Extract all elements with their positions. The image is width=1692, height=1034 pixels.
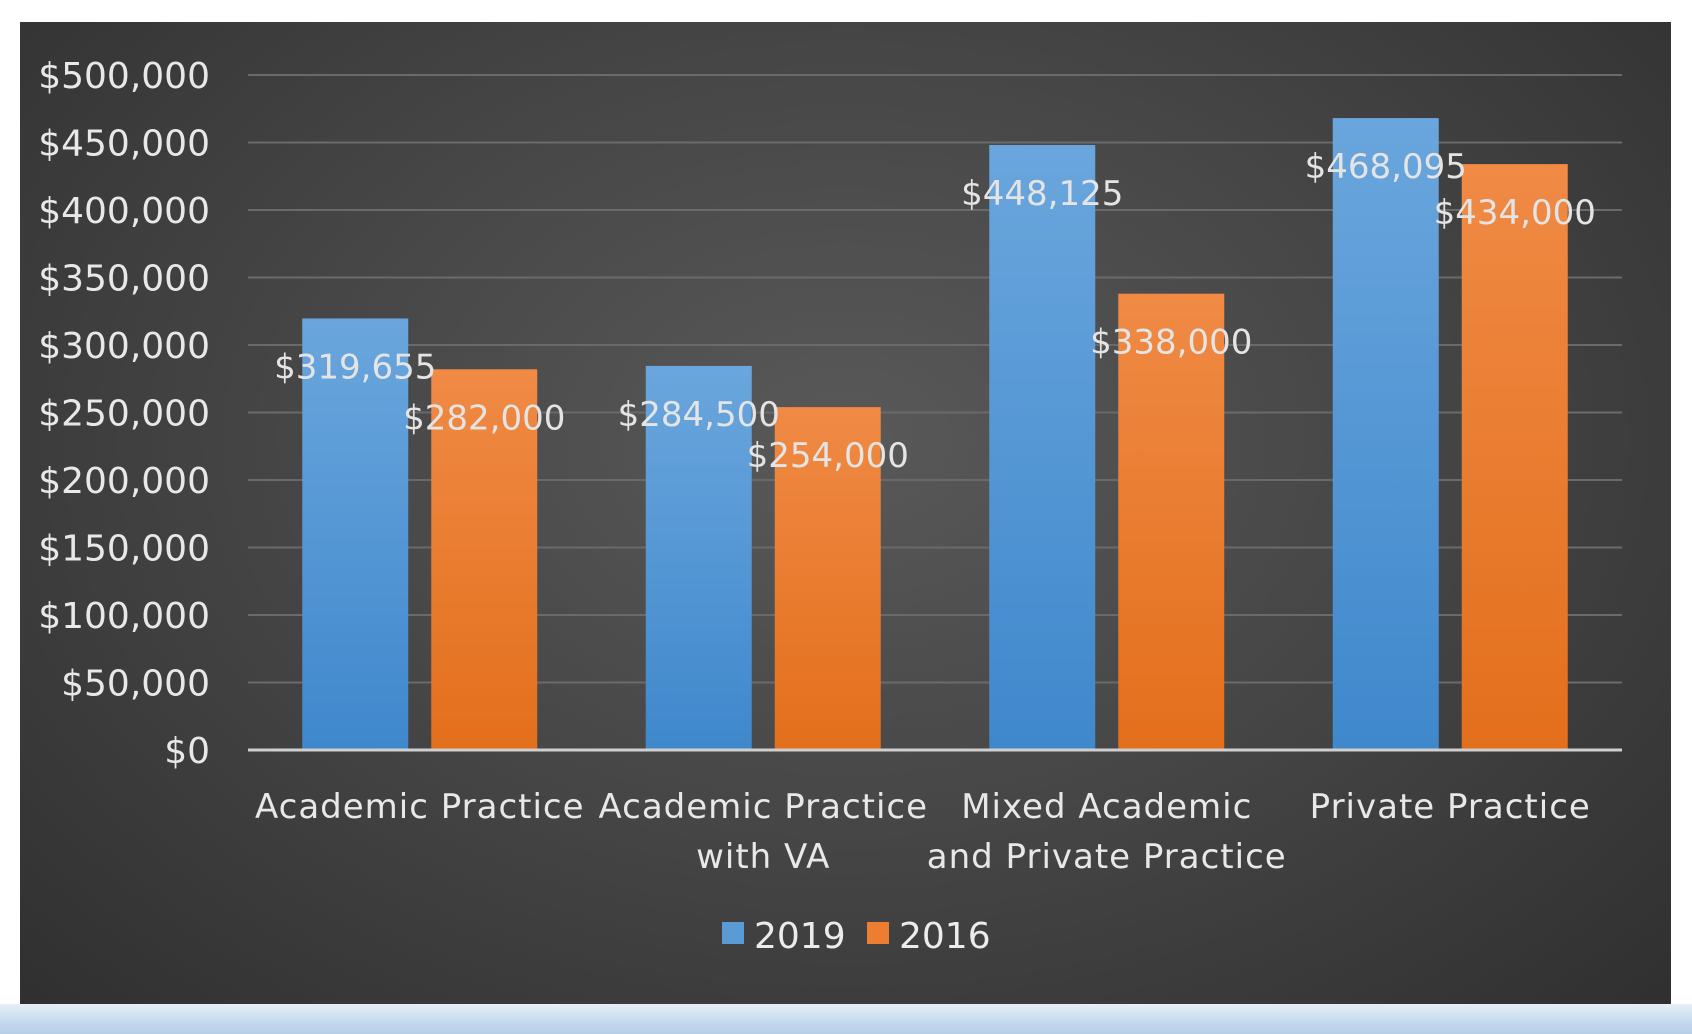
legend: 2019 2016	[722, 916, 991, 957]
bar-2016-1	[431, 369, 538, 750]
y-tick-label: $350,000	[38, 259, 210, 300]
y-tick-label: $300,000	[38, 326, 210, 367]
data-label-2016-2: $254,000	[747, 436, 909, 476]
bar-2016-3	[1118, 293, 1225, 750]
data-label-2016-3: $338,000	[1090, 323, 1252, 363]
legend-label-2016: 2016	[899, 916, 991, 957]
data-label-2019-1: $319,655	[274, 347, 436, 387]
data-label-2019-4: $468,095	[1305, 147, 1467, 187]
data-label-2019-3: $448,125	[961, 174, 1123, 214]
x-category-label: Academic Practice with VA	[598, 787, 928, 877]
bar-2016-2	[774, 407, 881, 750]
y-tick-label: $100,000	[38, 596, 210, 637]
bottom-strip	[0, 1004, 1692, 1034]
legend-label-2019: 2019	[754, 916, 846, 957]
x-axis-categories: Academic Practice Academic Practice with V…	[255, 787, 1591, 877]
bars	[302, 118, 1568, 751]
data-label-2019-2: $284,500	[618, 395, 780, 435]
y-tick-label: $250,000	[38, 394, 210, 435]
y-tick-label: $0	[164, 731, 210, 772]
y-tick-label: $400,000	[38, 191, 210, 232]
y-axis-ticks: $0 $50,000 $100,000 $150,000 $200,000 $250,00…	[38, 56, 210, 772]
bar-2019-4	[1332, 118, 1439, 750]
y-tick-label: $50,000	[61, 664, 210, 705]
legend-swatch-2016	[867, 922, 889, 944]
y-tick-label: $200,000	[38, 461, 210, 502]
data-label-2016-4: $434,000	[1434, 193, 1596, 233]
bar-2019-1	[302, 318, 409, 750]
bar-2019-3	[989, 145, 1096, 750]
x-category-label: Mixed Academic and Private Practice	[927, 787, 1287, 877]
bar-2016-4	[1461, 164, 1568, 751]
y-tick-label: $150,000	[38, 529, 210, 570]
y-tick-label: $450,000	[38, 124, 210, 165]
data-labels: $319,655 $284,500 $448,125 $468,095 $282,000…	[274, 147, 1596, 476]
legend-swatch-2019	[722, 922, 744, 944]
data-label-2016-1: $282,000	[403, 398, 565, 438]
x-category-label: Academic Practice	[255, 787, 585, 827]
bar-2019-2	[645, 365, 752, 750]
y-tick-label: $500,000	[38, 56, 210, 97]
x-category-label: Private Practice	[1310, 787, 1591, 827]
